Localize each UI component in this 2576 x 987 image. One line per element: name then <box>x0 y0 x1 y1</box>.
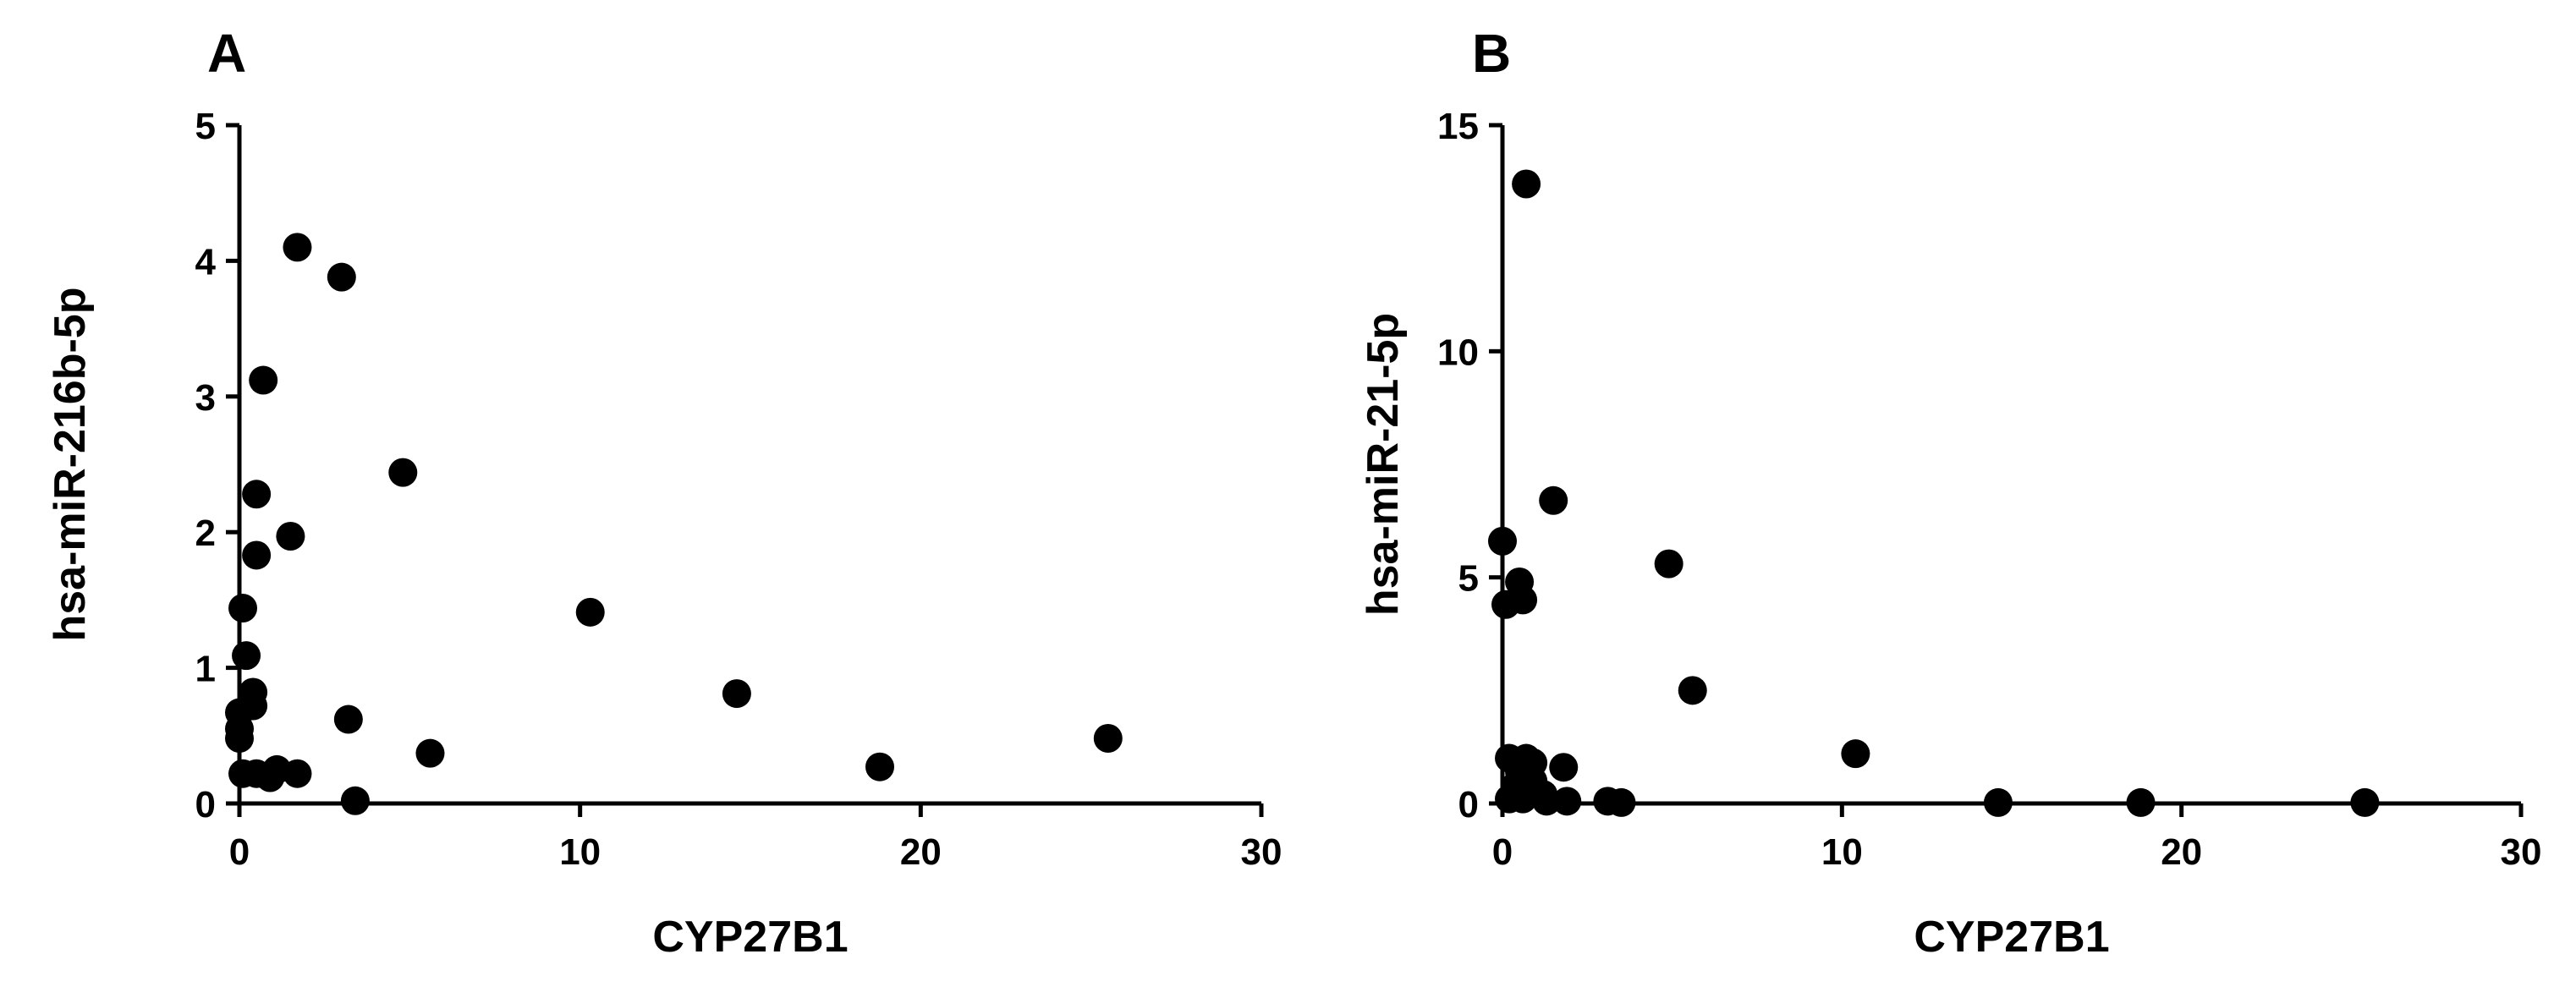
data-point <box>225 724 254 754</box>
data-point <box>2350 787 2380 817</box>
data-point <box>1552 787 1582 816</box>
x-tick-label: 0 <box>1492 831 1513 873</box>
data-point <box>242 480 272 509</box>
data-point <box>415 738 445 768</box>
panel-b: B 0 10 20 30 0 5 10 15 CYP27B1 hsa-miR-21-5p <box>1359 23 2541 962</box>
x-tick-label: 0 <box>229 831 250 873</box>
data-point <box>327 262 356 292</box>
data-point <box>340 786 370 815</box>
x-tick-label: 20 <box>900 831 942 873</box>
data-point <box>1841 739 1870 769</box>
panel-a: A 0 10 20 30 0 1 2 3 4 5 CYP27B1 hsa-miR-216b-5p <box>46 23 1282 962</box>
data-point <box>1607 787 1636 817</box>
data-point <box>1512 169 1541 199</box>
data-point <box>228 594 258 623</box>
data-point <box>722 679 751 709</box>
x-axis-title: CYP27B1 <box>652 913 848 962</box>
data-point <box>283 759 312 788</box>
x-tick-label: 20 <box>2161 831 2202 873</box>
data-point <box>1093 724 1123 754</box>
panel-label: B <box>1472 23 1511 84</box>
data-point <box>1678 676 1707 705</box>
x-tick-label: 10 <box>1821 831 1863 873</box>
data-point <box>1539 485 1568 515</box>
data-point <box>333 705 363 734</box>
data-point <box>1508 784 1538 814</box>
data-point <box>2126 787 2156 817</box>
y-tick-label: 5 <box>195 106 216 147</box>
data-point <box>276 522 305 551</box>
y-tick-label: 5 <box>1458 558 1479 600</box>
data-point <box>388 458 418 487</box>
x-tick-label: 30 <box>1241 831 1283 873</box>
data-point <box>232 641 261 671</box>
data-point <box>1654 549 1683 578</box>
data-point <box>255 763 285 792</box>
data-point <box>575 597 605 627</box>
x-axis-title: CYP27B1 <box>1914 913 2109 962</box>
data-point <box>865 752 895 781</box>
data-point <box>1549 753 1579 782</box>
y-tick-label: 1 <box>195 649 216 690</box>
data-point <box>1488 526 1517 556</box>
data-point <box>249 365 278 395</box>
data-point <box>1983 787 2013 817</box>
y-axis-title: hsa-miR-216b-5p <box>46 288 95 642</box>
y-tick-label: 0 <box>1458 784 1479 825</box>
data-point <box>283 233 312 262</box>
y-tick-label: 0 <box>195 784 216 825</box>
data-point <box>242 540 272 570</box>
panel-label: A <box>207 23 246 84</box>
y-axis-title: hsa-miR-21-5p <box>1359 313 1408 616</box>
y-tick-label: 3 <box>195 377 216 419</box>
y-tick-label: 15 <box>1437 106 1479 147</box>
y-tick-label: 2 <box>195 513 216 554</box>
y-tick-label: 10 <box>1437 332 1479 373</box>
data-point <box>1532 787 1562 816</box>
x-tick-label: 10 <box>559 831 601 873</box>
data-point <box>1491 589 1521 619</box>
x-tick-label: 30 <box>2501 831 2542 873</box>
y-tick-label: 4 <box>195 241 217 282</box>
